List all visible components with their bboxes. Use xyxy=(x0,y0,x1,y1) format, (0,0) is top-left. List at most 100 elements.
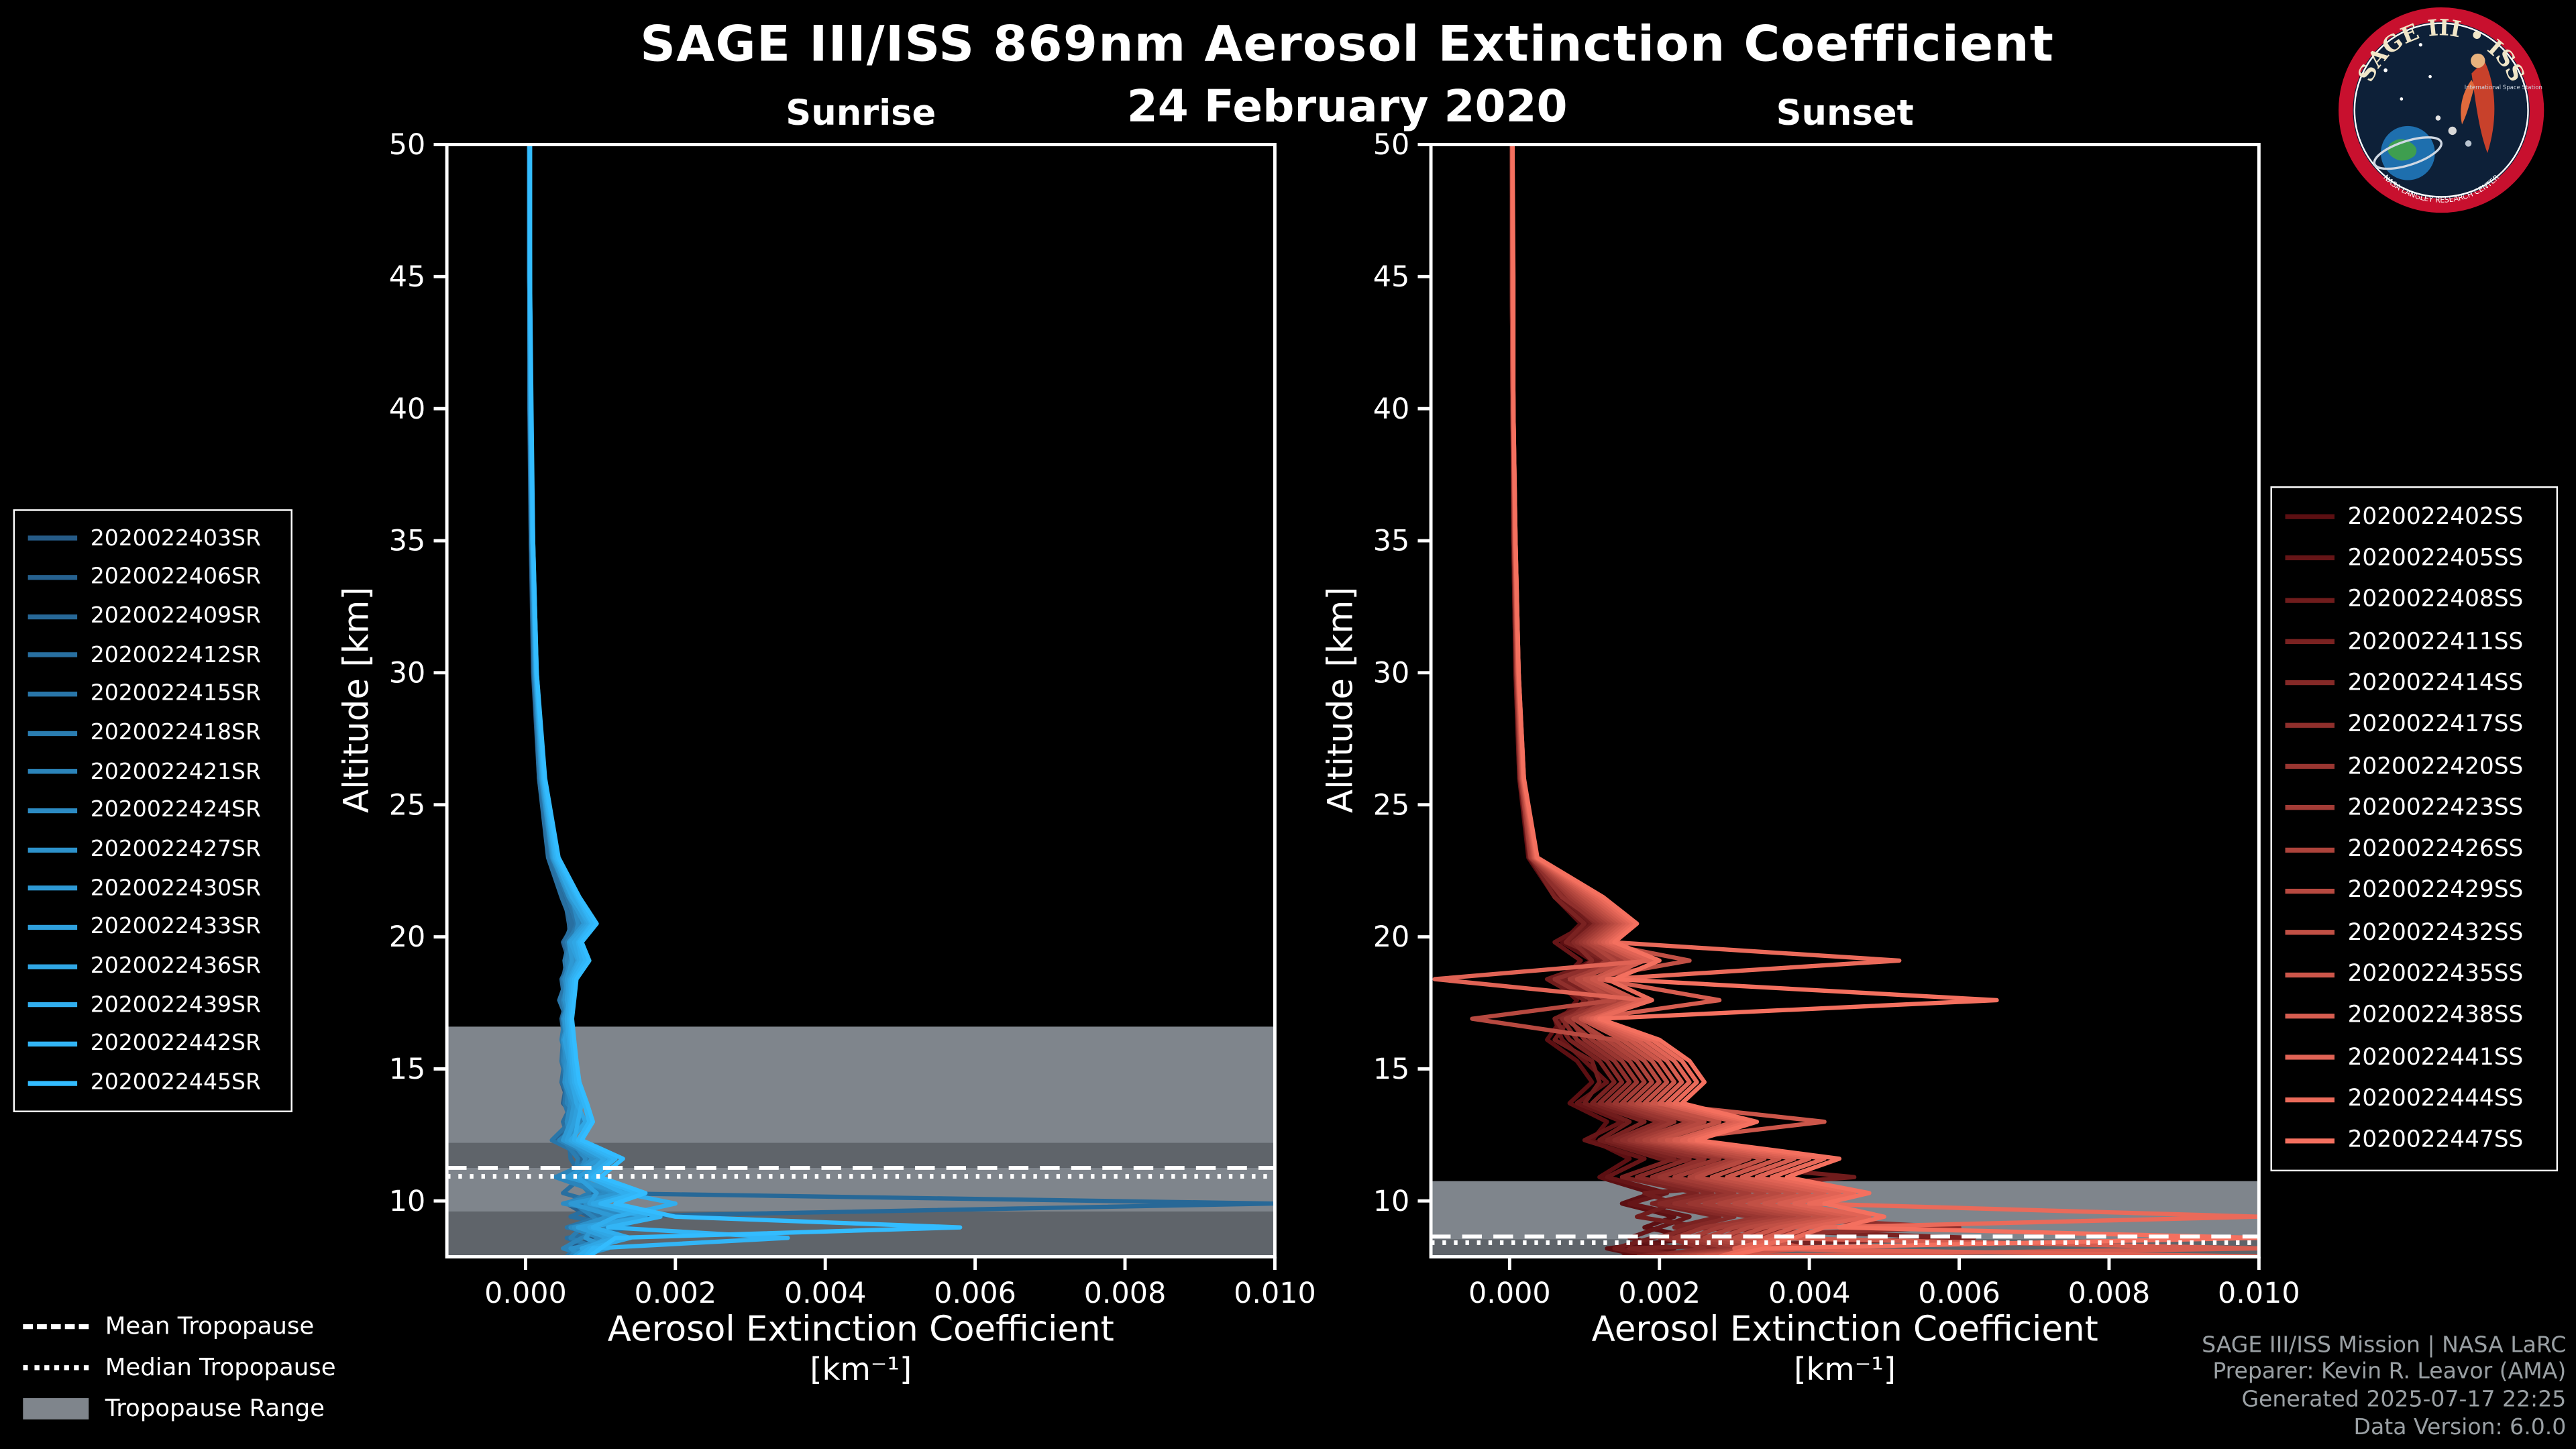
legend-item-2020022421SR: 2020022421SR xyxy=(28,759,278,785)
dotted-line-swatch xyxy=(23,1365,89,1371)
series-label: 2020022423SS xyxy=(2347,794,2524,822)
legend-item-2020022414SS: 2020022414SS xyxy=(2285,669,2543,697)
series-color-swatch xyxy=(2285,1055,2335,1061)
footer-generated: Generated 2025-07-17 22:25 xyxy=(2241,1387,2567,1413)
legend-item-2020022426SS: 2020022426SS xyxy=(2285,837,2543,863)
series-color-swatch xyxy=(2285,555,2335,561)
series-color-swatch xyxy=(2285,971,2335,977)
y-tick-label: 50 xyxy=(389,128,426,162)
series-color-swatch xyxy=(28,1002,78,1008)
sunset-y-axis-label: Altitude [km] xyxy=(1320,586,1360,813)
tropopause-range-label: Tropopause Range xyxy=(105,1395,325,1422)
series-color-swatch xyxy=(2285,1138,2335,1144)
sunrise-panel-title: Sunrise xyxy=(786,93,936,135)
footer-mission: SAGE III/ISS Mission | NASA LaRC xyxy=(2202,1331,2567,1358)
profile-2020022441SS xyxy=(1432,144,2259,1257)
series-label: 2020022417SS xyxy=(2347,711,2524,739)
series-color-swatch xyxy=(2285,680,2335,686)
series-color-swatch xyxy=(28,575,78,580)
series-color-swatch xyxy=(28,808,78,814)
legend-item-2020022408SS: 2020022408SS xyxy=(2285,586,2543,614)
series-label: 2020022444SS xyxy=(2347,1085,2524,1113)
figure-title: SAGE III/ISS 869nm Aerosol Extinction Co… xyxy=(640,16,2055,74)
series-color-swatch xyxy=(28,1080,78,1085)
sunset-x-axis-label: Aerosol Extinction Coefficient [km⁻¹] xyxy=(1592,1309,2098,1389)
series-color-swatch xyxy=(28,536,78,541)
legend-item-2020022444SS: 2020022444SS xyxy=(2285,1085,2543,1113)
x-tick-label: 0.002 xyxy=(634,1277,716,1310)
series-color-swatch xyxy=(2285,597,2335,603)
figure-date: 24 February 2020 xyxy=(1126,82,1568,133)
legend-item-2020022435SS: 2020022435SS xyxy=(2285,961,2543,988)
x-tick-label: 0.000 xyxy=(484,1277,567,1310)
series-color-swatch xyxy=(28,963,78,969)
x-tick-label: 0.004 xyxy=(1768,1277,1851,1310)
legend-item-2020022433SR: 2020022433SR xyxy=(28,914,278,941)
legend-item-2020022442SR: 2020022442SR xyxy=(28,1030,278,1057)
series-color-swatch xyxy=(28,730,78,736)
series-color-swatch xyxy=(2285,888,2335,894)
x-axis-units: [km⁻¹] xyxy=(1794,1352,1896,1389)
tropopause-range-legend-item: Tropopause Range xyxy=(23,1388,335,1429)
sunset-panel-title: Sunset xyxy=(1776,93,1914,135)
sage-iii-iss-logo: SAGE III • ISS International Space Stati… xyxy=(2339,7,2544,213)
plot-frame xyxy=(445,143,1277,1258)
footer-preparer: Preparer: Kevin R. Leavor (AMA) xyxy=(2212,1359,2567,1386)
legend-item-2020022415SR: 2020022415SR xyxy=(28,681,278,707)
sunrise-x-axis-label: Aerosol Extinction Coefficient [km⁻¹] xyxy=(608,1309,1114,1389)
logo-planet-icon xyxy=(2448,126,2457,136)
footer-data-version: Data Version: 6.0.0 xyxy=(2353,1414,2567,1442)
legend-item-2020022420SS: 2020022420SS xyxy=(2285,753,2543,780)
series-label: 2020022435SS xyxy=(2347,961,2524,988)
y-tick-label: 10 xyxy=(389,1185,426,1218)
mean-tropopause-legend-item: Mean Tropopause xyxy=(23,1306,335,1347)
series-color-swatch xyxy=(28,924,78,930)
y-tick-label: 10 xyxy=(1373,1185,1410,1218)
y-tick-label: 15 xyxy=(1373,1053,1410,1086)
series-label: 2020022412SR xyxy=(90,642,262,669)
x-tick-label: 0.010 xyxy=(2218,1277,2300,1310)
series-label: 2020022432SS xyxy=(2347,919,2524,947)
series-label: 2020022445SR xyxy=(90,1069,262,1096)
legend-item-2020022402SS: 2020022402SS xyxy=(2285,504,2543,530)
y-tick-label: 45 xyxy=(389,260,426,294)
x-tick-label: 0.010 xyxy=(1234,1277,1316,1310)
series-color-swatch xyxy=(2285,763,2335,769)
series-label: 2020022409SR xyxy=(90,603,262,630)
logo-figure-icon xyxy=(2471,60,2495,154)
legend-item-2020022441SS: 2020022441SS xyxy=(2285,1044,2543,1071)
series-label: 2020022421SR xyxy=(90,758,262,786)
legend-item-2020022445SR: 2020022445SR xyxy=(28,1069,278,1096)
x-axis-label-text: Aerosol Extinction Coefficient xyxy=(607,1309,1114,1349)
profile-2020022417SS xyxy=(1509,144,1962,1257)
series-color-swatch xyxy=(28,847,78,852)
series-color-swatch xyxy=(2285,847,2335,853)
series-label: 2020022442SR xyxy=(90,1030,262,1057)
series-label: 2020022430SR xyxy=(90,875,262,902)
series-label: 2020022408SS xyxy=(2347,586,2524,614)
series-label: 2020022438SS xyxy=(2347,1002,2524,1030)
logo-orbit-ring xyxy=(2373,136,2443,170)
series-label: 2020022414SS xyxy=(2347,669,2524,697)
legend-item-2020022424SR: 2020022424SR xyxy=(28,798,278,824)
series-label: 2020022427SR xyxy=(90,836,262,863)
x-tick-label: 0.002 xyxy=(1618,1277,1701,1310)
median-tropopause-label: Median Tropopause xyxy=(105,1354,336,1381)
legend-item-2020022423SS: 2020022423SS xyxy=(2285,794,2543,822)
series-label: 2020022441SS xyxy=(2347,1044,2524,1071)
y-tick-label: 20 xyxy=(389,920,426,954)
profile-2020022429SS xyxy=(1470,144,1812,1257)
series-color-swatch xyxy=(2285,930,2335,936)
legend-item-2020022403SR: 2020022403SR xyxy=(28,525,278,551)
x-tick-label: 0.006 xyxy=(1918,1277,2000,1310)
series-color-swatch xyxy=(28,652,78,658)
series-label: 2020022433SR xyxy=(90,914,262,941)
legend-item-2020022436SR: 2020022436SR xyxy=(28,953,278,979)
series-label: 2020022405SS xyxy=(2347,545,2524,572)
series-label: 2020022418SR xyxy=(90,719,262,747)
y-tick-label: 35 xyxy=(389,525,426,558)
series-color-swatch xyxy=(2285,805,2335,811)
series-color-swatch xyxy=(28,691,78,697)
